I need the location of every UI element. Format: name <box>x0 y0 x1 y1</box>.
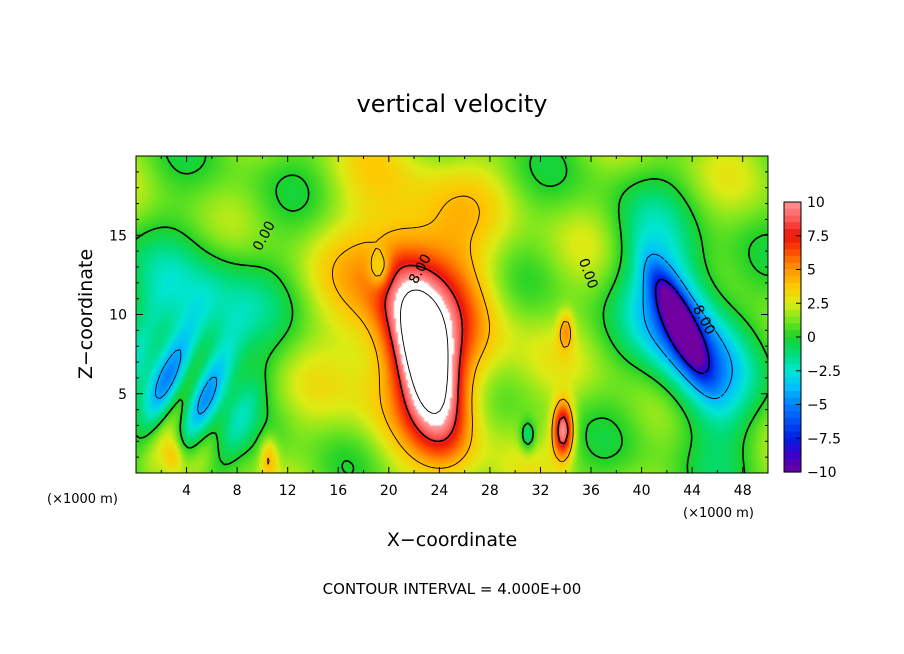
colorbar-cell <box>784 357 801 365</box>
colorbar-cell <box>784 303 801 311</box>
x-tick-label: 4 <box>182 483 191 499</box>
y-axis-label: Z−coordinate <box>75 249 97 379</box>
colorbar-cell <box>784 397 801 406</box>
colorbar-cell <box>784 276 801 284</box>
colorbar-tick-label: 7.5 <box>807 229 829 245</box>
x-tick-label: 20 <box>380 483 398 499</box>
contour-line-5 <box>654 278 710 375</box>
x-tick-label: 24 <box>430 483 448 499</box>
heatmap-field <box>136 156 768 473</box>
x-axis-ticks: 4 8 12 16 20 24 28 32 36 40 44 48 <box>160 156 752 499</box>
x-unit-label-right: (×1000 m) <box>683 506 754 521</box>
contour-line-3 <box>400 289 449 414</box>
colorbar-cell <box>784 445 801 453</box>
colorbar-cell <box>784 431 801 439</box>
colorbar-cell <box>784 289 801 298</box>
contour-interval-footer: CONTOUR INTERVAL = 4.000E+00 <box>323 580 582 598</box>
colorbar-cell <box>784 391 801 399</box>
colorbar-cell <box>784 438 801 446</box>
contour-line-0 <box>135 155 769 474</box>
y-tick-label: 5 <box>118 387 127 403</box>
contour-line-4 <box>155 253 733 415</box>
x-unit-label-left: (×1000 m) <box>47 492 118 507</box>
colorbar-tick-label: −2.5 <box>807 364 841 380</box>
colorbar-cell <box>784 364 801 372</box>
x-tick-label: 40 <box>633 483 651 499</box>
x-tick-label: 16 <box>329 483 347 499</box>
colorbar-cell <box>784 256 801 264</box>
colorbar-cell <box>784 235 801 244</box>
y-tick-label: 15 <box>109 228 127 244</box>
colorbar-tick-label: −7.5 <box>807 431 841 447</box>
colorbar-cell <box>784 296 801 304</box>
colorbar-cell <box>784 350 801 358</box>
colorbar-tick-label: 0 <box>807 330 816 346</box>
colorbar-cell <box>784 262 801 271</box>
colorbar-ticks: 10 7.5 5 2.5 0 −2.5 −5 −7.5 −10 <box>796 195 841 481</box>
colorbar-cell <box>784 411 801 419</box>
colorbar-cell <box>784 377 801 385</box>
contour-line-2 <box>384 264 569 445</box>
colorbar-cell <box>784 283 801 291</box>
x-tick-label: 12 <box>279 483 297 499</box>
colorbar-cells <box>784 202 801 473</box>
x-tick-label: 32 <box>532 483 550 499</box>
colorbar-cell <box>784 330 801 338</box>
colorbar-cell <box>784 418 801 426</box>
colorbar-cell <box>784 465 801 473</box>
colorbar-cell <box>784 337 801 345</box>
colorbar-cell <box>784 451 801 460</box>
colorbar-cell <box>784 208 801 217</box>
colorbar-cell <box>784 215 801 223</box>
x-tick-label: 44 <box>683 483 701 499</box>
x-tick-label: 48 <box>734 483 752 499</box>
colorbar-cell <box>784 242 801 250</box>
y-axis-ticks: 5 10 15 <box>109 171 768 458</box>
colorbar-cell <box>784 249 801 257</box>
x-axis-label: X−coordinate <box>387 529 517 551</box>
colorbar-cell <box>784 229 801 237</box>
colorbar-tick-label: 2.5 <box>807 296 829 312</box>
colorbar-tick-label: −5 <box>807 398 828 414</box>
colorbar-cell <box>784 323 801 331</box>
colorbar-cell <box>784 269 801 277</box>
chart-title: vertical velocity <box>357 90 548 118</box>
colorbar-tick-label: 5 <box>807 263 816 279</box>
colorbar: 10 7.5 5 2.5 0 −2.5 −5 −7.5 −10 <box>783 195 841 481</box>
colorbar-cell <box>784 202 801 210</box>
colorbar-tick-label: 10 <box>807 195 825 211</box>
colorbar-cell <box>784 343 801 352</box>
contour-lines <box>135 155 769 474</box>
colorbar-cell <box>784 310 801 318</box>
colorbar-cell <box>784 370 801 379</box>
colorbar-cell <box>784 222 801 230</box>
colorbar-cell <box>784 404 801 412</box>
colorbar-cell <box>784 424 801 433</box>
contour-line-1 <box>267 195 574 469</box>
colorbar-cell <box>784 316 801 325</box>
colorbar-cell <box>784 384 801 392</box>
x-tick-label: 8 <box>233 483 242 499</box>
colorbar-tick-label: −10 <box>807 465 837 481</box>
x-tick-label: 28 <box>481 483 499 499</box>
y-tick-label: 10 <box>109 308 127 324</box>
plot-area <box>135 155 769 474</box>
x-tick-label: 36 <box>582 483 600 499</box>
colorbar-cell <box>784 458 801 466</box>
